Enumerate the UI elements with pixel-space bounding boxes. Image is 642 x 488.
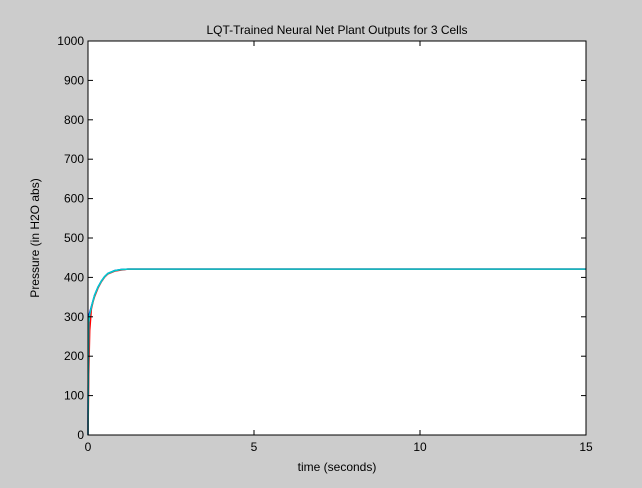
y-tick-label: 200	[64, 349, 84, 363]
y-tick-label: 900	[64, 73, 84, 87]
y-tick-label: 600	[64, 192, 84, 206]
y-tick-label: 500	[64, 231, 84, 245]
series-layer	[87, 268, 586, 436]
y-axis-label: Pressure (in H2O abs)	[28, 178, 42, 297]
plot-area	[88, 41, 586, 435]
x-tick-label: 10	[413, 440, 427, 454]
y-tick-label: 800	[64, 113, 84, 127]
series-line-3	[87, 268, 586, 436]
y-tick-label: 100	[64, 389, 84, 403]
y-tick-label: 400	[64, 270, 84, 284]
x-tick-label: 15	[579, 440, 593, 454]
x-tick-label: 0	[85, 440, 92, 454]
chart-title: LQT-Trained Neural Net Plant Outputs for…	[207, 23, 468, 37]
y-tick-label: 300	[64, 310, 84, 324]
axes-layer: 0 5 10 15 0 100 200 300 400 500 600 700 800 900 1000	[57, 34, 593, 454]
x-tick-label: 5	[251, 440, 258, 454]
y-tick-label: 0	[77, 428, 84, 442]
x-axis-label: time (seconds)	[298, 460, 377, 474]
y-tick-label: 700	[64, 152, 84, 166]
y-tick-label: 1000	[57, 34, 84, 48]
